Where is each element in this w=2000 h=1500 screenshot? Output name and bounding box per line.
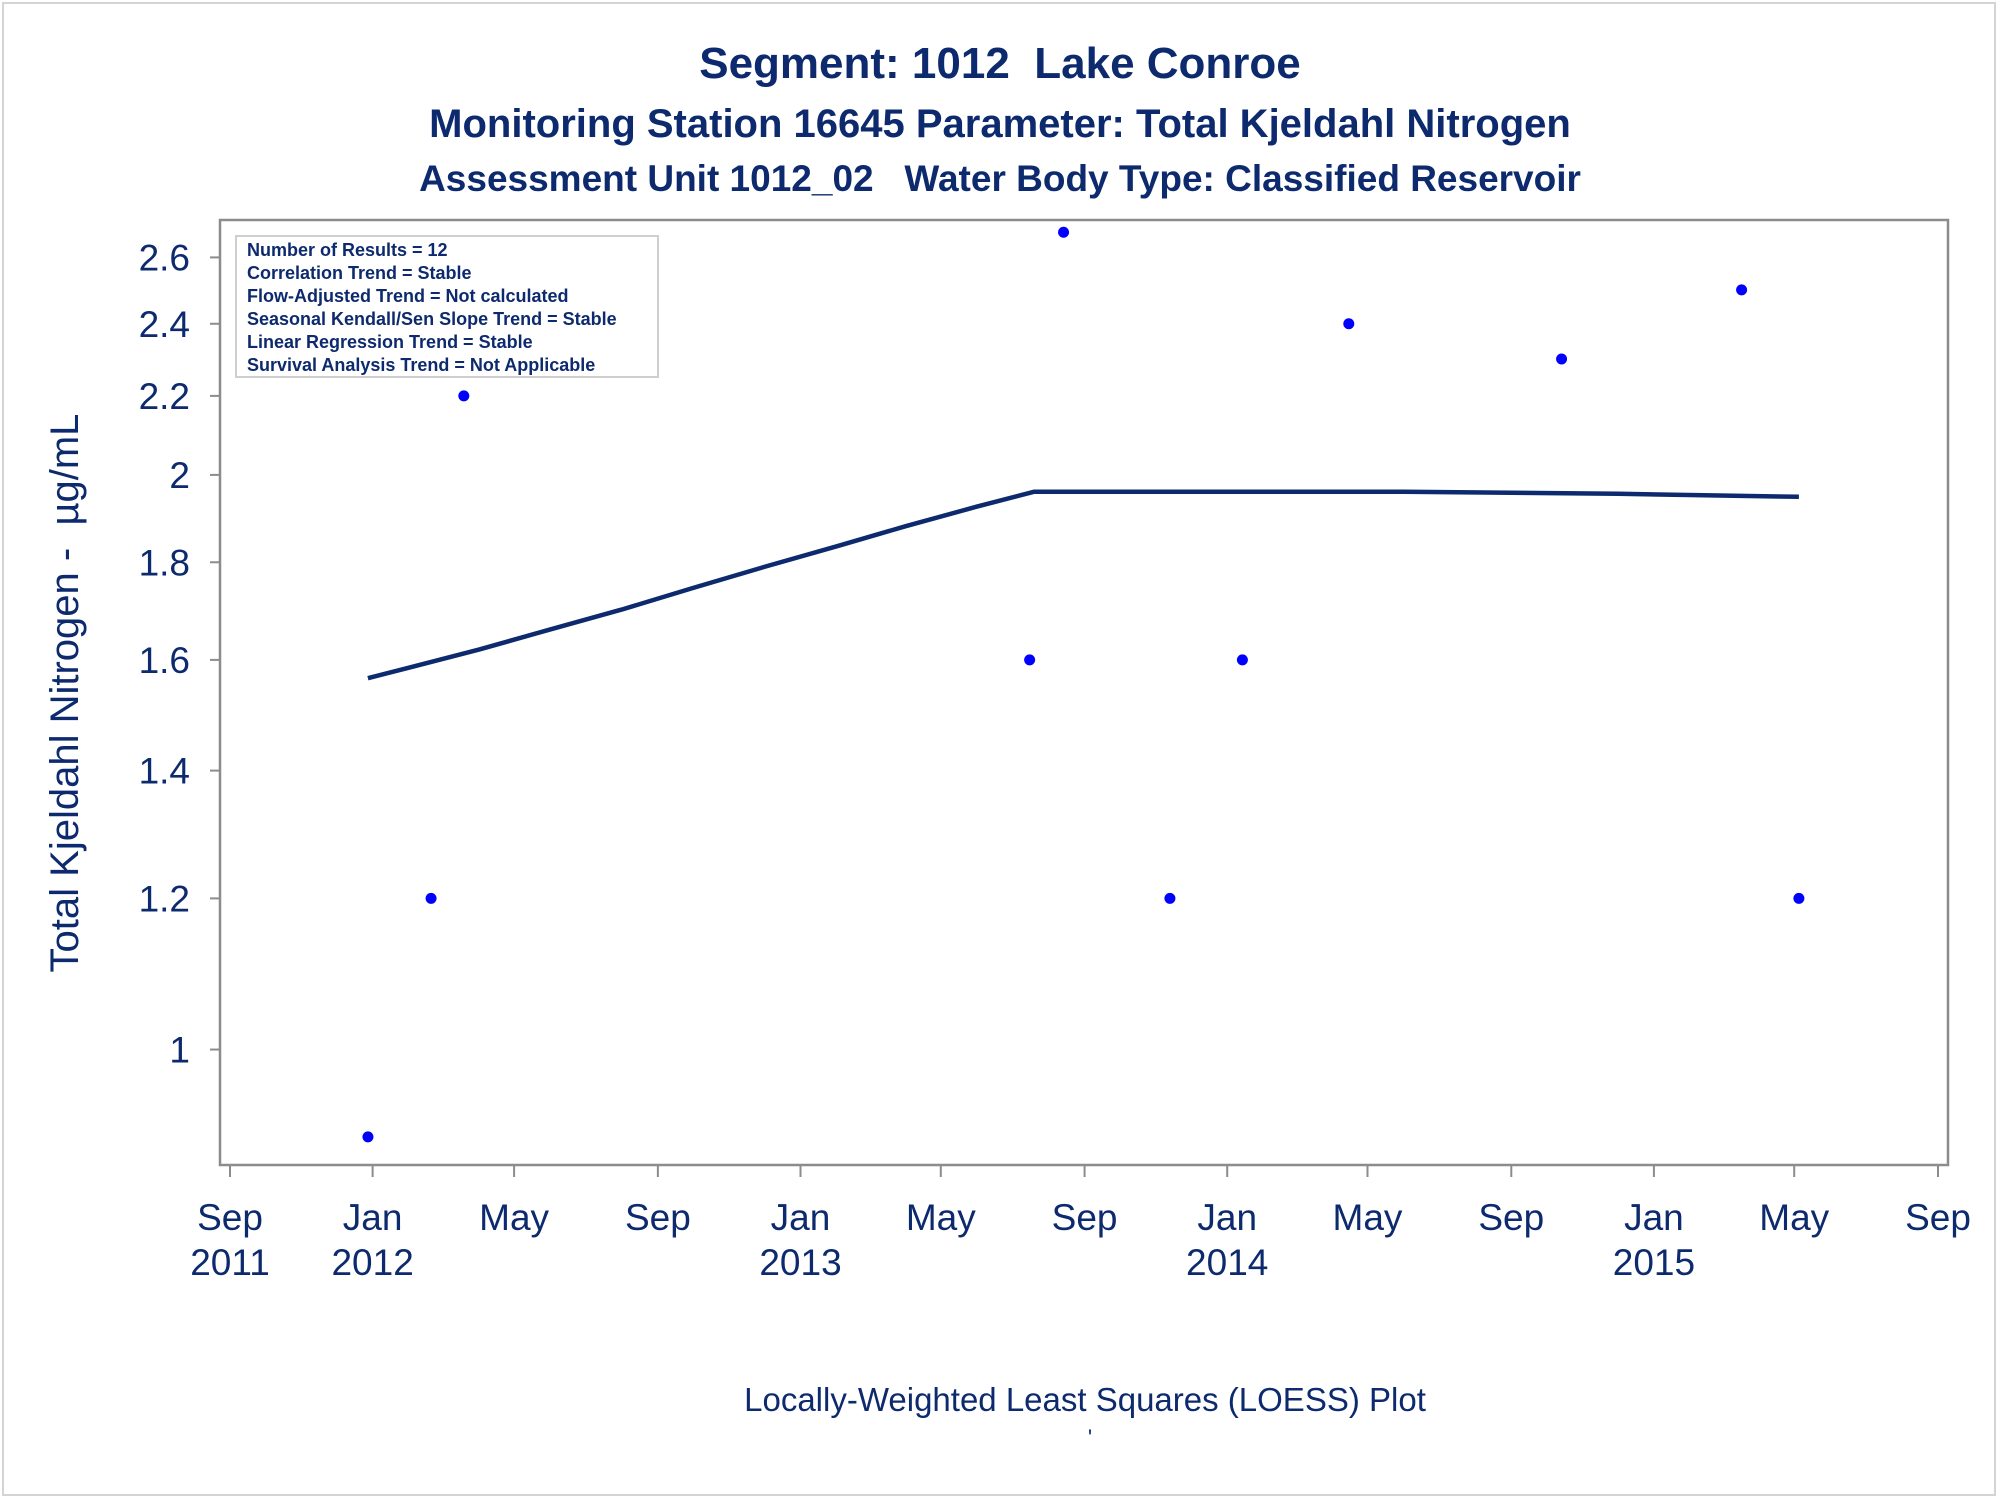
data-point: [362, 1131, 374, 1143]
x-tick-label: Jan: [343, 1197, 403, 1238]
chart-subtitle-2: Assessment Unit 1012_02 Water Body Type:…: [419, 158, 1581, 199]
y-axis: 1 1.2 1.4 1.6 1.8 2 2.2 2.4 2.6: [139, 237, 220, 1071]
x-tick-year-label: 2011: [190, 1242, 270, 1283]
x-tick-label: Sep: [1905, 1197, 1971, 1238]
y-tick-label: 2.6: [139, 237, 190, 278]
data-point: [1024, 654, 1036, 666]
x-tick-label: May: [906, 1197, 976, 1238]
x-tick-label: May: [1759, 1197, 1829, 1238]
footnote: Locally-Weighted Least Squares (LOESS) P…: [744, 1381, 1426, 1418]
stats-line: Survival Analysis Trend = Not Applicable: [247, 355, 595, 375]
x-tick-label: Jan: [771, 1197, 831, 1238]
data-point: [1236, 654, 1248, 666]
data-point: [1793, 892, 1805, 904]
data-point: [1343, 318, 1355, 330]
x-tick-year-label: 2013: [759, 1242, 841, 1283]
chart-title: Segment: 1012 Lake Conroe: [699, 39, 1301, 88]
footnote-mark: ': [1088, 1425, 1092, 1450]
stats-line: Number of Results = 12: [247, 240, 448, 260]
data-points: [362, 226, 1805, 1143]
x-tick-year-label: 2014: [1186, 1242, 1268, 1283]
y-tick-label: 2.2: [139, 376, 190, 417]
stats-box: [235, 235, 659, 378]
stats-line: Linear Regression Trend = Stable: [247, 332, 533, 352]
y-tick-label: 1.6: [139, 640, 190, 681]
data-point: [425, 892, 437, 904]
x-tick-label: Sep: [197, 1197, 263, 1238]
stats-line: Seasonal Kendall/Sen Slope Trend = Stabl…: [247, 309, 617, 329]
y-axis-title: Total Kjeldahl Nitrogen - µg/mL: [43, 414, 87, 973]
y-tick-label: 2.4: [139, 304, 190, 345]
y-tick-label: 2: [169, 455, 190, 496]
data-point: [1736, 284, 1748, 296]
stats-line: Flow-Adjusted Trend = Not calculated: [247, 286, 569, 306]
x-tick-label: Sep: [1478, 1197, 1544, 1238]
loess-trend-line: [367, 489, 1799, 681]
chart-subtitle: Monitoring Station 16645 Parameter: Tota…: [429, 102, 1571, 146]
y-tick-label: 1.2: [139, 878, 190, 919]
y-tick-label: 1: [169, 1030, 190, 1071]
x-tick-label: Jan: [1624, 1197, 1684, 1238]
data-point: [1164, 892, 1176, 904]
data-point: [1058, 226, 1070, 238]
x-tick-year-label: 2015: [1613, 1242, 1695, 1283]
data-point: [1556, 353, 1568, 365]
y-tick-label: 1.4: [139, 751, 190, 792]
stats-line: Correlation Trend = Stable: [247, 263, 472, 283]
x-tick-label: May: [479, 1197, 549, 1238]
x-tick-label: Sep: [1052, 1197, 1118, 1238]
data-point: [458, 390, 470, 402]
x-tick-label: Sep: [625, 1197, 691, 1238]
x-tick-year-label: 2012: [331, 1242, 413, 1283]
x-tick-label: May: [1333, 1197, 1403, 1238]
stats-box-lines: Number of Results = 12 Correlation Trend …: [247, 240, 617, 375]
y-tick-label: 1.8: [139, 542, 190, 583]
x-tick-label: Jan: [1197, 1197, 1257, 1238]
